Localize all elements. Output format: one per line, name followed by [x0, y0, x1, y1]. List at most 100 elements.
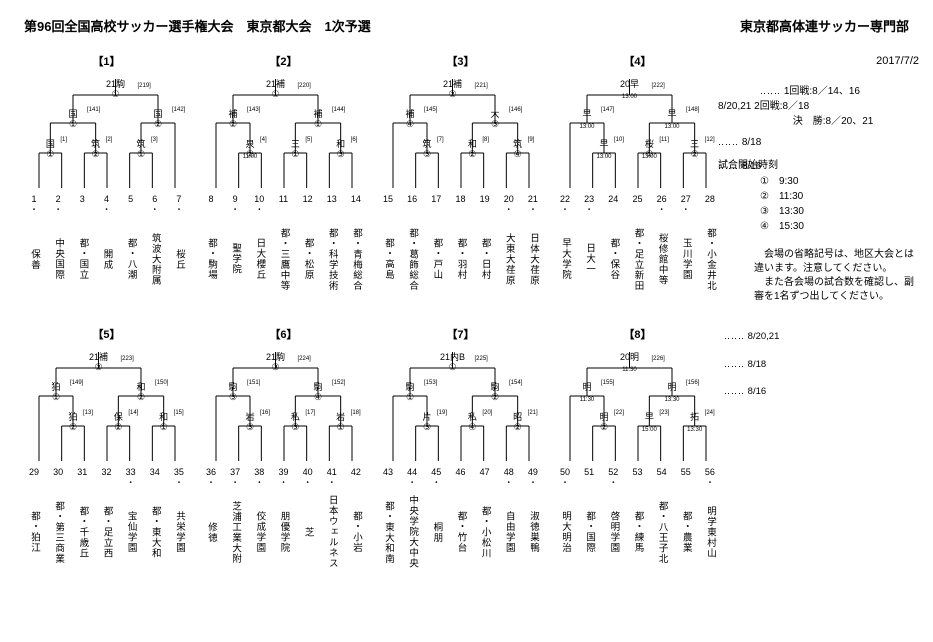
- svg-text:明: 明: [582, 382, 591, 392]
- svg-text:[145]: [145]: [424, 107, 438, 113]
- svg-text:①: ①: [46, 149, 54, 159]
- bracket-tree: 21駒[224]③駒[151]③駒[152]④岩[16]③私[17]③岩[18]…: [204, 348, 364, 463]
- team-entry: 4 ・ 開成: [96, 194, 116, 304]
- svg-text:[221]: [221]: [474, 83, 488, 89]
- svg-text:筑: 筑: [513, 138, 522, 149]
- svg-text:②: ②: [490, 392, 498, 402]
- team-seed: 22: [555, 194, 575, 204]
- team-dot: [426, 206, 446, 214]
- team-name: 日本ウェルネス: [325, 487, 339, 577]
- team-dot: [298, 206, 318, 214]
- bracket-tree: 21補[221]②補[145]④大[146]③筑[7]③和[8]②筑[9]④: [381, 75, 541, 190]
- team-entry: 8 都・駒場: [201, 194, 221, 304]
- svg-text:15:00: 15:00: [641, 427, 657, 433]
- team-entry: 31 都・千歳丘: [72, 467, 92, 577]
- team-entry: 44 ・ 中央学院大中央: [402, 467, 422, 577]
- svg-text:[23]: [23]: [659, 410, 669, 416]
- team-seed: 27: [676, 194, 696, 204]
- svg-text:国: 国: [45, 139, 54, 149]
- header-left-title: 第96回全国高校サッカー選手権大会 東京都大会 1次予選: [24, 16, 371, 35]
- svg-text:[15]: [15]: [173, 410, 183, 416]
- team-entry: 56 ・ 明学東村山: [700, 467, 720, 577]
- team-entry: 52 ・ 啓明学園: [603, 467, 623, 577]
- team-entry: 51 都・国際: [579, 467, 599, 577]
- svg-text:①: ①: [159, 422, 167, 432]
- svg-text:[225]: [225]: [474, 356, 488, 362]
- team-entry: 19 都・日村: [475, 194, 495, 304]
- team-seed: 11: [273, 194, 293, 204]
- team-seed: 46: [450, 467, 470, 477]
- svg-text:21内B: 21内B: [439, 351, 464, 362]
- team-entry: 29 都・狛江: [24, 467, 44, 577]
- team-dot: ・: [145, 206, 165, 214]
- team-seed: 25: [627, 194, 647, 204]
- team-entry: 20 ・ 大東大荏原: [499, 194, 519, 304]
- team-seed: 35: [169, 467, 189, 477]
- svg-text:[7]: [7]: [437, 137, 444, 143]
- team-name: 都・保谷: [606, 214, 620, 304]
- team-name: 都・高島: [381, 214, 395, 304]
- team-dot: ・: [555, 479, 575, 487]
- team-seed: 23: [579, 194, 599, 204]
- team-dot: ・: [676, 206, 696, 214]
- team-name: 都・東大和: [148, 487, 162, 577]
- team-dot: ・: [96, 206, 116, 214]
- team-dot: ・: [499, 206, 519, 214]
- team-name: 佼成学園: [252, 487, 266, 577]
- svg-text:和: 和: [159, 412, 168, 422]
- team-seed: 50: [555, 467, 575, 477]
- svg-text:[223]: [223]: [120, 356, 134, 362]
- team-entry: 55 都・農業: [676, 467, 696, 577]
- team-entry: 53 都・練馬: [627, 467, 647, 577]
- team-seed: 38: [249, 467, 269, 477]
- team-entry: 5 都・八潮: [121, 194, 141, 304]
- team-name: 開成: [99, 214, 113, 304]
- svg-text:[17]: [17]: [305, 410, 315, 416]
- team-name: 聖学院: [228, 214, 242, 304]
- teams-strip: 22 ・ 早大学院 23 ・ 日大一 24 都・保谷 25 都・足立新田 26 …: [555, 194, 720, 304]
- svg-text:泉: 泉: [245, 138, 254, 149]
- team-dot: [378, 206, 398, 214]
- row2-semi-date: 8/18: [748, 359, 767, 370]
- team-dot: [96, 479, 116, 487]
- team-dot: ・: [298, 479, 318, 487]
- bracket-tree: 20早[222]13:00早[147]13:00早[148]13:00早[10]…: [558, 75, 718, 190]
- team-entry: 30 都・第三商業: [48, 467, 68, 577]
- venue-note: 会場の省略記号は、地区大会とは違います。注意してください。 また各会場の試合数を…: [754, 248, 914, 304]
- team-dot: ・: [402, 479, 422, 487]
- team-entry: 50 ・ 明大明治: [555, 467, 575, 577]
- team-dot: ・: [652, 206, 672, 214]
- svg-text:駒: 駒: [490, 381, 499, 392]
- team-dot: [579, 479, 599, 487]
- svg-text:[153]: [153]: [424, 380, 438, 386]
- bracket-block-8: 【8】20明[226]11:30明[155]11:30明[156]13:30明[…: [555, 326, 720, 577]
- header-right-title: 東京都高体連サッカー専門部: [740, 16, 909, 35]
- team-name: 宝仙学園: [124, 487, 138, 577]
- svg-text:[8]: [8]: [482, 137, 489, 143]
- team-dot: ・: [225, 206, 245, 214]
- right-info-panel: 2017/7/2 ‥‥‥ 1回戦:8／14、16 8/20,21 2回戦:8／1…: [724, 53, 919, 304]
- team-name: 明学東村山: [703, 487, 717, 577]
- team-name: 早大学院: [558, 214, 572, 304]
- team-entry: 45 ・ 桐朋: [426, 467, 446, 577]
- teams-strip: 15 都・高島 16 都・葛飾総合 17 都・戸山 18 都・羽村 19 都・日…: [378, 194, 543, 304]
- team-entry: 26 ・ 桜修館中等: [652, 194, 672, 304]
- team-name: 桜丘: [172, 214, 186, 304]
- round1-dates: 1回戦:8／14、16: [784, 86, 860, 97]
- svg-text:[18]: [18]: [350, 410, 360, 416]
- team-name: 都・小金井北: [703, 214, 717, 304]
- team-seed: 20: [499, 194, 519, 204]
- team-entry: 9 ・ 聖学院: [225, 194, 245, 304]
- bracket-block-1: 【1】21駒[219]①国[141]①国[142]②国[1]①筑[2]②筑[3]…: [24, 53, 189, 304]
- team-name: 都・練馬: [630, 487, 644, 577]
- svg-text:13:00: 13:00: [621, 94, 637, 100]
- page-header: 第96回全国高校サッカー選手権大会 東京都大会 1次予選 東京都高体連サッカー専…: [24, 16, 909, 35]
- svg-text:[24]: [24]: [704, 410, 714, 416]
- svg-text:③: ③: [245, 422, 253, 432]
- svg-text:②: ②: [68, 422, 76, 432]
- team-seed: 16: [402, 194, 422, 204]
- team-entry: 37 ・ 芝浦工業大附: [225, 467, 245, 577]
- svg-text:13:00: 13:00: [641, 154, 657, 160]
- kickoff-times: 試合開始時刻 ‥‥‥ 8/16 ① 9:30 ② 11:30 ③ 13:30 ④…: [760, 158, 919, 234]
- team-seed: 34: [145, 467, 165, 477]
